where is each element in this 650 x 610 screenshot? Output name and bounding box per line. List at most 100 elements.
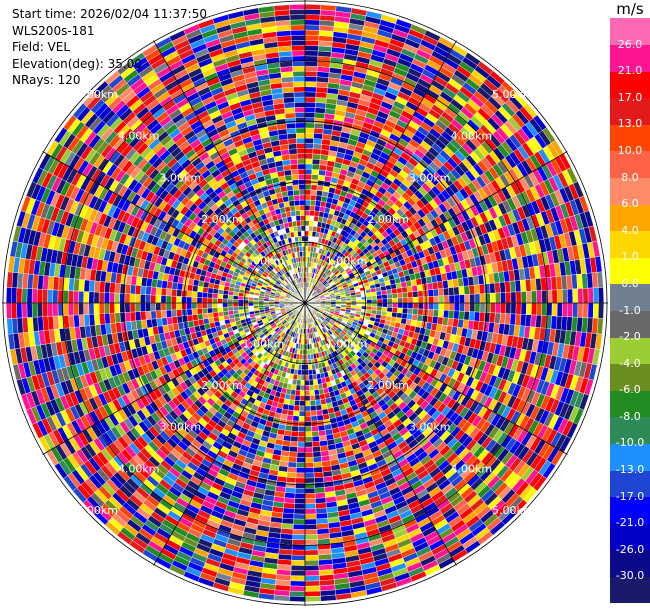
velocity-gate <box>387 302 393 308</box>
velocity-gate <box>474 293 481 304</box>
velocity-gate <box>463 285 470 295</box>
velocity-gate <box>304 405 311 412</box>
velocity-gate <box>186 308 193 316</box>
velocity-gate <box>448 295 455 304</box>
velocity-gate <box>315 404 323 411</box>
velocity-gate <box>454 302 460 312</box>
velocity-gate <box>304 503 316 510</box>
velocity-gate <box>314 107 326 114</box>
velocity-gate <box>479 284 486 294</box>
velocity-gate <box>469 302 476 313</box>
velocity-gate <box>293 508 306 515</box>
velocity-gate <box>291 560 306 566</box>
velocity-gate <box>402 302 409 309</box>
velocity-gate <box>484 283 491 294</box>
velocity-gate <box>304 4 321 10</box>
velocity-gate <box>283 497 295 504</box>
velocity-gate <box>526 290 532 304</box>
velocity-gate <box>320 594 337 602</box>
velocity-gate <box>428 302 434 310</box>
velocity-gate <box>494 312 501 324</box>
velocity-gate <box>301 359 306 365</box>
velocity-gate <box>282 512 295 520</box>
velocity-gate <box>454 294 460 304</box>
velocity-gate <box>207 307 213 314</box>
velocity-gate <box>155 310 162 319</box>
velocity-gate <box>293 405 300 412</box>
velocity-gate <box>296 457 306 463</box>
velocity-gate <box>304 364 309 371</box>
velocity-gate <box>160 310 167 319</box>
velocity-gate <box>258 305 265 308</box>
velocity-gate <box>495 292 501 304</box>
velocity-gate <box>313 138 323 145</box>
velocity-gate <box>438 288 445 297</box>
velocity-gate <box>314 389 320 396</box>
velocity-gate <box>304 416 312 422</box>
velocity-gate <box>556 289 563 304</box>
velocity-gate <box>370 291 377 297</box>
velocity-gate <box>310 415 318 422</box>
velocity-gate <box>514 280 522 293</box>
velocity-gate <box>291 425 299 432</box>
velocity-gate <box>386 289 393 295</box>
velocity-gate <box>418 302 424 310</box>
velocity-gate <box>304 462 314 468</box>
velocity-gate <box>289 585 306 592</box>
velocity-gate <box>304 524 318 530</box>
velocity-gate <box>350 297 357 301</box>
velocity-gate <box>293 513 306 520</box>
velocity-gate <box>316 414 324 421</box>
velocity-gate <box>291 379 298 386</box>
velocity-gate <box>309 389 315 396</box>
velocity-gate <box>304 596 321 602</box>
velocity-gate <box>448 310 455 319</box>
velocity-gate <box>304 184 312 190</box>
velocity-gate <box>304 436 313 443</box>
velocity-gate <box>312 451 322 458</box>
velocity-gate <box>416 284 423 292</box>
velocity-gate <box>212 312 219 318</box>
velocity-gate <box>401 313 408 320</box>
velocity-gate <box>313 471 324 479</box>
velocity-gate <box>304 117 315 124</box>
velocity-gate <box>407 308 414 315</box>
velocity-gate <box>304 431 313 438</box>
velocity-gate <box>551 302 558 317</box>
velocity-gate <box>531 302 537 316</box>
velocity-gate <box>304 9 321 16</box>
velocity-gate <box>427 289 434 297</box>
velocity-gate <box>596 318 604 335</box>
velocity-gate <box>304 488 316 494</box>
velocity-gate <box>376 298 383 304</box>
velocity-gate <box>314 303 321 305</box>
velocity-gate <box>433 295 440 304</box>
velocity-gate <box>296 462 306 468</box>
velocity-gate <box>187 314 194 322</box>
velocity-gate <box>308 364 313 371</box>
velocity-gate <box>299 405 306 412</box>
velocity-gate <box>307 354 312 360</box>
velocity-gate <box>304 76 318 82</box>
velocity-gate <box>417 308 424 316</box>
velocity-gate <box>386 293 393 299</box>
velocity-gate <box>314 492 326 499</box>
velocity-gate <box>489 282 496 294</box>
velocity-gate <box>304 14 321 21</box>
velocity-gate <box>295 384 301 391</box>
velocity-gate <box>304 24 320 31</box>
velocity-gate <box>311 363 316 370</box>
velocity-gate <box>433 302 440 311</box>
velocity-gate <box>315 86 328 94</box>
velocity-gate <box>304 91 317 98</box>
velocity-gate <box>443 302 450 311</box>
velocity-gate <box>311 163 320 170</box>
velocity-gate <box>197 313 204 321</box>
velocity-gate <box>307 348 311 355</box>
velocity-gate <box>304 539 318 546</box>
velocity-gate <box>287 466 297 473</box>
velocity-gate <box>345 298 352 301</box>
velocity-gate <box>289 446 298 453</box>
velocity-gate <box>473 311 481 322</box>
velocity-gate <box>304 127 315 134</box>
